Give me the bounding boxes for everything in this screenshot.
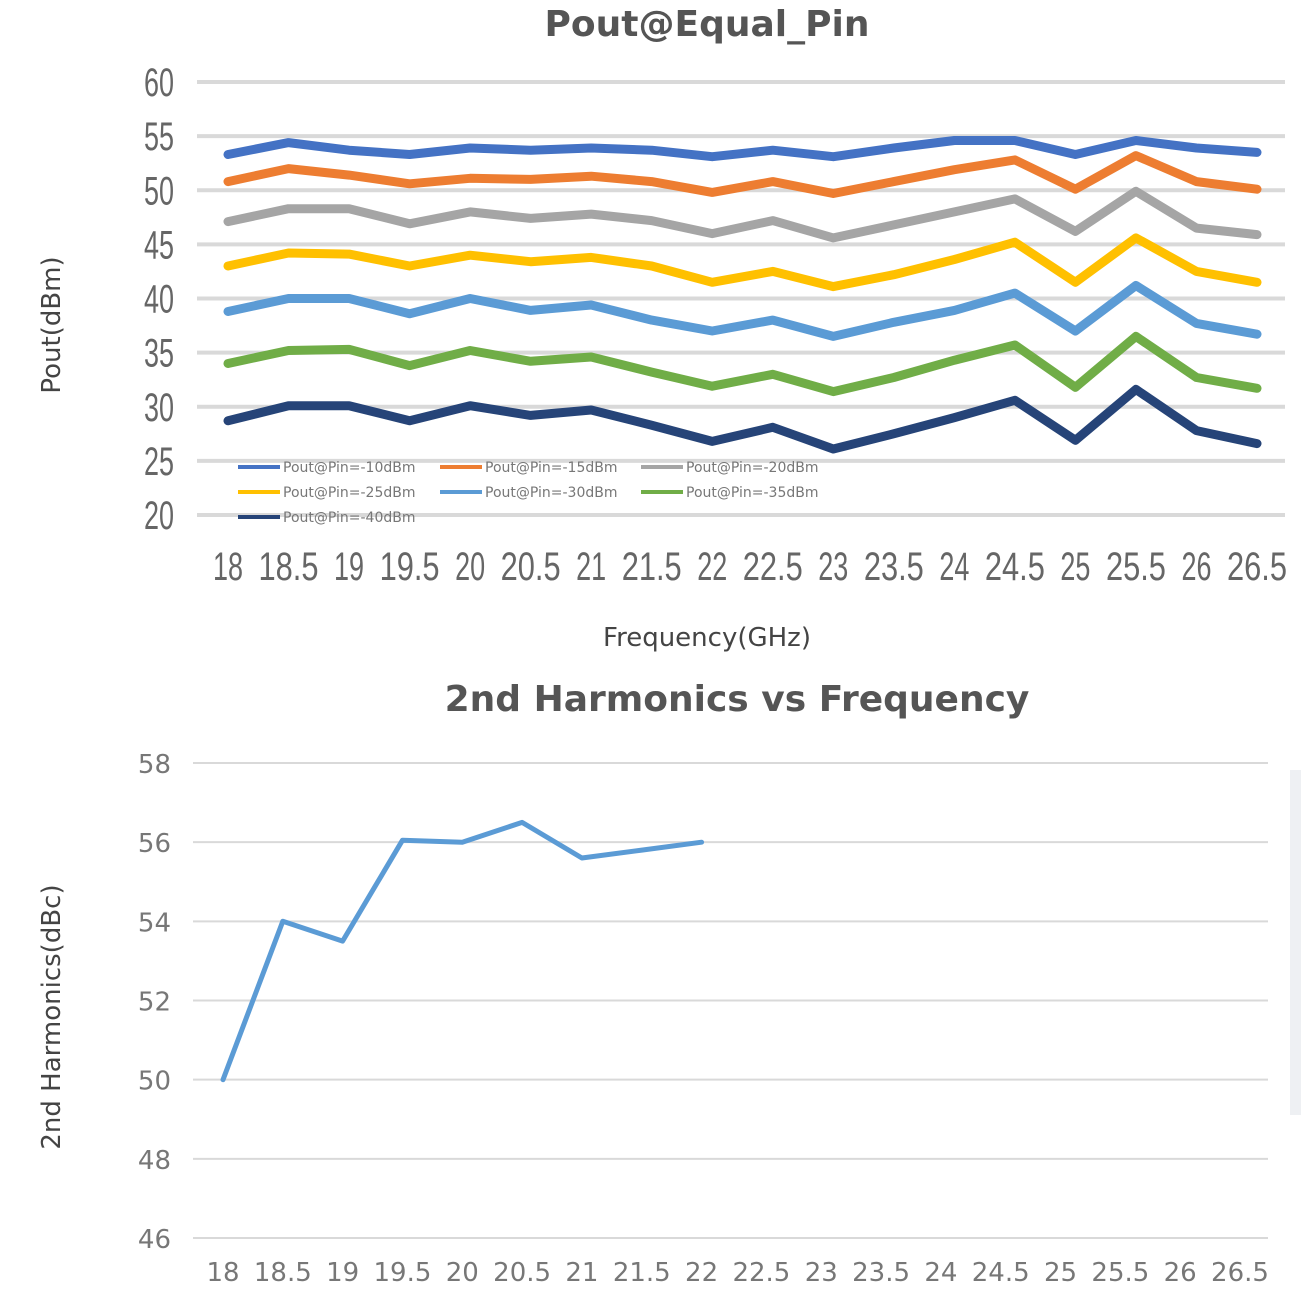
legend-item: Pout@Pin=-30dBm: [440, 485, 618, 501]
x-tick-label: 18: [206, 1258, 239, 1288]
legend-item: Pout@Pin=-20dBm: [641, 460, 819, 476]
x-tick-label: 20: [455, 545, 485, 589]
x-tick-label: 18: [213, 545, 243, 589]
y-tick-label: 56: [138, 829, 171, 859]
x-tick-label: 25.5: [1106, 545, 1166, 589]
x-tick-label: 18.5: [254, 1258, 312, 1288]
series-line-0: [223, 136, 1262, 162]
legend-label: Pout@Pin=-25dBm: [283, 485, 416, 501]
y-tick-label: 25: [144, 440, 174, 484]
y-tick-label: 50: [144, 169, 174, 213]
chart-title-top: Pout@Equal_Pin: [545, 4, 870, 45]
y-tick-label: 20: [144, 494, 174, 538]
y-tick-label: 40: [144, 278, 174, 322]
legend-item: Pout@Pin=-40dBm: [238, 510, 416, 526]
legend-label: Pout@Pin=-15dBm: [485, 460, 618, 476]
series-line-6: [223, 384, 1262, 454]
x-tick-label: 20.5: [493, 1258, 551, 1288]
edge-artifact: [1290, 770, 1301, 1115]
series-line-4: [223, 281, 1262, 341]
y-tick-label: 50: [138, 1067, 171, 1097]
x-tick-label: 18.5: [259, 545, 319, 589]
x-tick-label: 24.5: [972, 1258, 1030, 1288]
y-tick-label: 48: [138, 1146, 171, 1176]
x-tick-label: 20.5: [501, 545, 561, 589]
series-line-3: [223, 233, 1262, 292]
y-tick-label: 45: [144, 223, 174, 267]
chart-title-bottom: 2nd Harmonics vs Frequency: [445, 679, 1030, 720]
series-top: [223, 136, 1262, 454]
y-axis-title-top: Pout(dBm): [37, 256, 67, 393]
legend-item: Pout@Pin=-10dBm: [238, 460, 416, 476]
y-tick-label: 30: [144, 386, 174, 430]
x-tick-label: 24.5: [985, 545, 1045, 589]
x-tick-label: 19: [334, 545, 364, 589]
x-tick-label: 25: [1044, 1258, 1077, 1288]
x-tick-label: 20: [446, 1258, 479, 1288]
y-axis-title-bottom: 2nd Harmonics(dBc): [37, 884, 67, 1149]
legend-label: Pout@Pin=-35dBm: [686, 485, 819, 501]
series-line-1: [223, 151, 1262, 198]
x-tick-label: 21.5: [622, 545, 682, 589]
series-line-5: [223, 331, 1262, 397]
x-tick-label: 19.5: [374, 1258, 432, 1288]
x-tick-label: 23: [805, 1258, 838, 1288]
x-tick-label: 21.5: [613, 1258, 671, 1288]
x-tick-label: 25.5: [1091, 1258, 1149, 1288]
x-tick-label: 21: [565, 1258, 598, 1288]
x-tick-label: 25: [1060, 545, 1090, 589]
y-tick-label: 58: [138, 750, 171, 780]
series-bottom: [220, 819, 705, 1083]
x-tick-label: 26: [1181, 545, 1211, 589]
y-tick-label: 54: [138, 908, 171, 938]
x-tick-label: 22: [685, 1258, 718, 1288]
x-tick-label: 26: [1164, 1258, 1197, 1288]
series-line-0: [220, 819, 705, 1083]
x-tick-label: 19.5: [380, 545, 440, 589]
x-tick-label: 23.5: [864, 545, 924, 589]
series-line-2: [223, 186, 1262, 243]
x-tick-label: 24: [939, 545, 969, 589]
legend-label: Pout@Pin=-20dBm: [686, 460, 819, 476]
grid-bottom: 46 48 50 52 54 56 58 18 18.5 19 19.5 20 20.5 21 21.5 22…: [138, 750, 1269, 1288]
legend-label: Pout@Pin=-30dBm: [485, 485, 618, 501]
x-tick-label: 19: [326, 1258, 359, 1288]
x-tick-label: 22.5: [743, 545, 803, 589]
x-axis-title-top: Frequency(GHz): [603, 623, 811, 653]
x-tick-label: 21: [576, 545, 606, 589]
x-tick-label: 22: [697, 545, 727, 589]
y-tick-label: 52: [138, 988, 171, 1018]
legend-label: Pout@Pin=-10dBm: [283, 460, 416, 476]
y-tick-label: 46: [138, 1225, 171, 1255]
x-tick-label: 26.5: [1211, 1258, 1269, 1288]
legend-item: Pout@Pin=-25dBm: [238, 485, 416, 501]
legend-item: Pout@Pin=-35dBm: [641, 485, 819, 501]
x-tick-label: 23: [818, 545, 848, 589]
legend-top: Pout@Pin=-10dBm Pout@Pin=-15dBm Pout@Pin=-…: [238, 460, 819, 526]
x-tick-label: 24: [924, 1258, 957, 1288]
legend-item: Pout@Pin=-15dBm: [440, 460, 618, 476]
y-tick-label: 60: [144, 61, 174, 105]
legend-label: Pout@Pin=-40dBm: [283, 510, 416, 526]
x-tick-label: 22.5: [732, 1258, 790, 1288]
x-tick-label: 23.5: [852, 1258, 910, 1288]
x-tick-label: 26.5: [1227, 545, 1287, 589]
y-tick-label: 55: [144, 115, 174, 159]
y-tick-label: 35: [144, 332, 174, 376]
